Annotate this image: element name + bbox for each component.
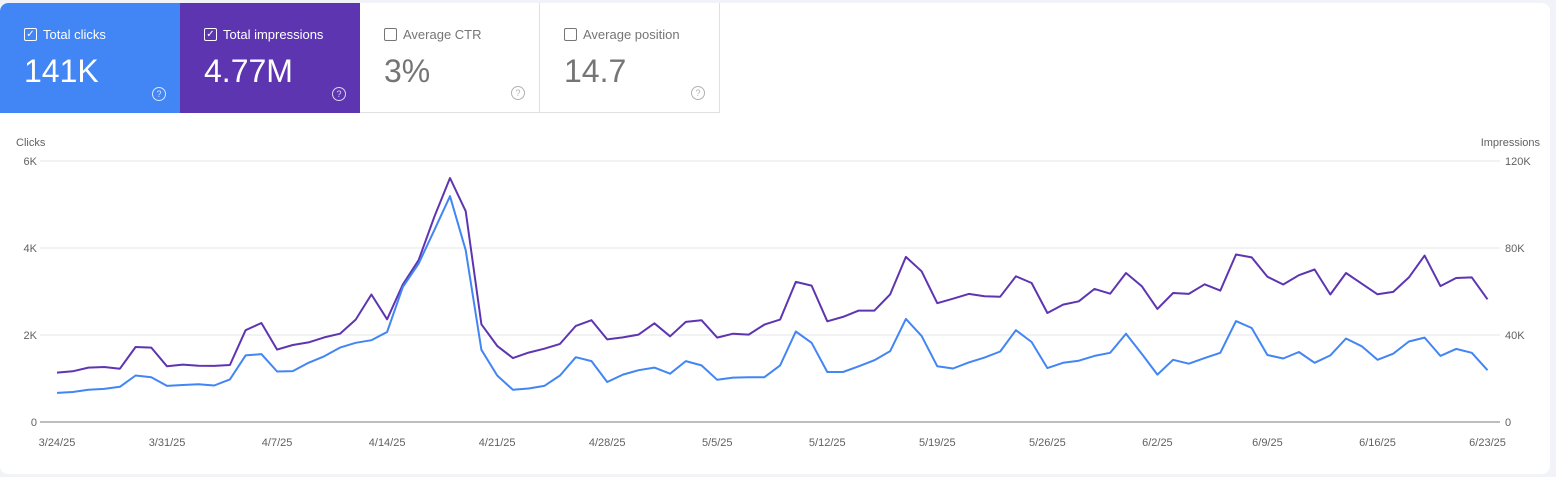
- x-tick-label: 5/12/25: [809, 437, 846, 449]
- metric-value: 141K: [24, 53, 99, 89]
- y2-tick-label: 80K: [1505, 243, 1525, 255]
- y2-tick-label: 0: [1505, 417, 1511, 429]
- y-tick-label: 4K: [24, 243, 38, 255]
- metric-average-ctr[interactable]: Average CTR 3% ?: [360, 3, 540, 113]
- metric-label: Average position: [583, 27, 680, 42]
- metric-label: Total clicks: [43, 27, 106, 42]
- x-tick-label: 4/28/25: [589, 437, 626, 449]
- metric-value: 3%: [384, 53, 431, 89]
- metric-label: Total impressions: [223, 27, 324, 42]
- series-line-clicks: [56, 195, 1489, 394]
- performance-chart[interactable]: 0 0 2K 40K 4K 80K 6K 120K 3/24/25 3/31/25 4/7/25 4/…: [0, 3, 1550, 474]
- metric-average-position[interactable]: Average position 14.7 ?: [540, 3, 720, 113]
- metric-total-impressions[interactable]: ✓ Total impressions 4.77M ?: [180, 3, 360, 113]
- checkbox-checked-icon[interactable]: ✓: [204, 28, 217, 41]
- x-tick-label: 4/7/25: [262, 437, 293, 449]
- help-icon[interactable]: ?: [691, 86, 705, 100]
- checkbox-unchecked-icon[interactable]: [384, 28, 397, 41]
- right-axis-title: Impressions: [1480, 137, 1540, 149]
- help-icon[interactable]: ?: [332, 87, 346, 101]
- performance-card: ✓ Total clicks 141K ? ✓ Total impression…: [0, 3, 1550, 474]
- x-tick-label: 5/5/25: [702, 437, 733, 449]
- x-tick-label: 6/9/25: [1252, 437, 1283, 449]
- x-tick-label: 3/24/25: [39, 437, 76, 449]
- series-line-impressions: [56, 177, 1489, 374]
- y-tick-label: 2K: [24, 330, 38, 342]
- left-axis-title: Clicks: [16, 137, 46, 149]
- y2-tick-label: 120K: [1505, 156, 1531, 168]
- help-icon[interactable]: ?: [511, 86, 525, 100]
- x-tick-label: 5/26/25: [1029, 437, 1066, 449]
- x-tick-label: 6/16/25: [1359, 437, 1396, 449]
- metric-tabs: ✓ Total clicks 141K ? ✓ Total impression…: [0, 3, 720, 113]
- metric-total-clicks[interactable]: ✓ Total clicks 141K ?: [0, 3, 180, 113]
- x-tick-label: 4/21/25: [479, 437, 516, 449]
- y-tick-label: 6K: [24, 156, 38, 168]
- x-tick-label: 5/19/25: [919, 437, 956, 449]
- checkbox-checked-icon[interactable]: ✓: [24, 28, 37, 41]
- x-tick-label: 6/2/25: [1142, 437, 1173, 449]
- metric-value: 4.77M: [204, 53, 293, 89]
- x-tick-label: 4/14/25: [369, 437, 406, 449]
- y2-tick-label: 40K: [1505, 330, 1525, 342]
- x-tick-label: 3/31/25: [149, 437, 186, 449]
- metric-label: Average CTR: [403, 27, 482, 42]
- metric-value: 14.7: [564, 53, 627, 89]
- checkbox-unchecked-icon[interactable]: [564, 28, 577, 41]
- y-tick-label: 0: [31, 417, 37, 429]
- help-icon[interactable]: ?: [152, 87, 166, 101]
- x-tick-label: 6/23/25: [1469, 437, 1506, 449]
